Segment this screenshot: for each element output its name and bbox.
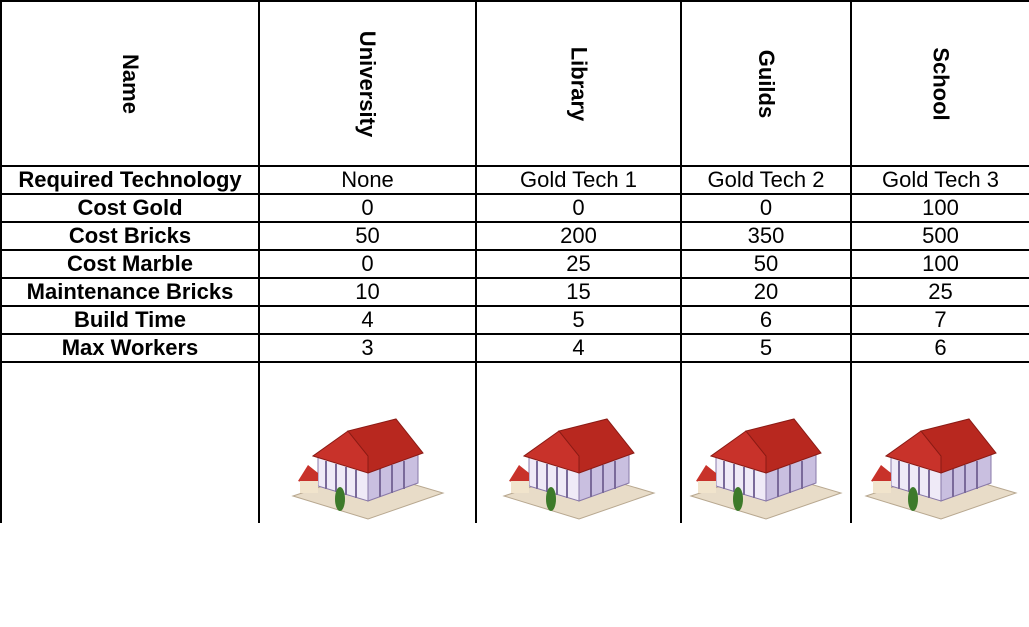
image-cell <box>475 361 682 523</box>
header-text: School <box>928 46 954 121</box>
header-cell: School <box>850 0 1029 167</box>
cell: 500 <box>850 221 1029 251</box>
cell: None <box>258 165 477 195</box>
table-row: Cost Gold 0 0 0 100 <box>0 193 1029 223</box>
table-row: Maintenance Bricks 10 15 20 25 <box>0 277 1029 307</box>
cell: Gold Tech 1 <box>475 165 682 195</box>
header-cell: University <box>258 0 477 167</box>
cell: 0 <box>475 193 682 223</box>
table-row: Max Workers 3 4 5 6 <box>0 333 1029 363</box>
cell: 25 <box>850 277 1029 307</box>
cell: 4 <box>475 333 682 363</box>
row-label: Cost Bricks <box>0 221 260 251</box>
cell: 6 <box>680 305 852 335</box>
cell: 200 <box>475 221 682 251</box>
row-label: Maintenance Bricks <box>0 277 260 307</box>
building-image <box>501 418 656 520</box>
cell: 50 <box>680 249 852 279</box>
header-cell: Name <box>0 0 260 167</box>
table-row: Required Technology None Gold Tech 1 Gold T… <box>0 165 1029 195</box>
image-cell <box>258 361 477 523</box>
row-label: Build Time <box>0 305 260 335</box>
table-body: Required Technology None Gold Tech 1 Gold T… <box>0 165 1029 523</box>
header-text: Name <box>117 53 143 114</box>
cell: 0 <box>680 193 852 223</box>
image-cell <box>0 361 260 523</box>
cell: 100 <box>850 193 1029 223</box>
building-image <box>863 418 1018 520</box>
image-cell <box>850 361 1029 523</box>
header-text: Library <box>566 46 592 121</box>
cell: 25 <box>475 249 682 279</box>
table-row: Cost Marble 0 25 50 100 <box>0 249 1029 279</box>
cell: 100 <box>850 249 1029 279</box>
cell: 4 <box>258 305 477 335</box>
row-label: Max Workers <box>0 333 260 363</box>
cell: 5 <box>475 305 682 335</box>
cell: 15 <box>475 277 682 307</box>
cell: 5 <box>680 333 852 363</box>
cell: Gold Tech 2 <box>680 165 852 195</box>
cell: 7 <box>850 305 1029 335</box>
cell: 0 <box>258 193 477 223</box>
cell: 3 <box>258 333 477 363</box>
header-text: University <box>355 30 381 137</box>
building-image <box>290 418 445 520</box>
header-cell: Library <box>475 0 682 167</box>
table-row: Build Time 4 5 6 7 <box>0 305 1029 335</box>
cell: Gold Tech 3 <box>850 165 1029 195</box>
cell: 10 <box>258 277 477 307</box>
cell: 350 <box>680 221 852 251</box>
cell: 0 <box>258 249 477 279</box>
cell: 6 <box>850 333 1029 363</box>
cell: 50 <box>258 221 477 251</box>
header-cell: Guilds <box>680 0 852 167</box>
cell: 20 <box>680 277 852 307</box>
building-table: Name University Library Guilds School Requir… <box>0 0 1029 523</box>
table-row: Cost Bricks 50 200 350 500 <box>0 221 1029 251</box>
building-image <box>689 418 843 520</box>
header-text: Guilds <box>753 49 779 118</box>
header-row: Name University Library Guilds School <box>0 0 1029 167</box>
row-label: Required Technology <box>0 165 260 195</box>
row-label: Cost Gold <box>0 193 260 223</box>
image-cell <box>680 361 852 523</box>
image-row <box>0 361 1029 523</box>
row-label: Cost Marble <box>0 249 260 279</box>
